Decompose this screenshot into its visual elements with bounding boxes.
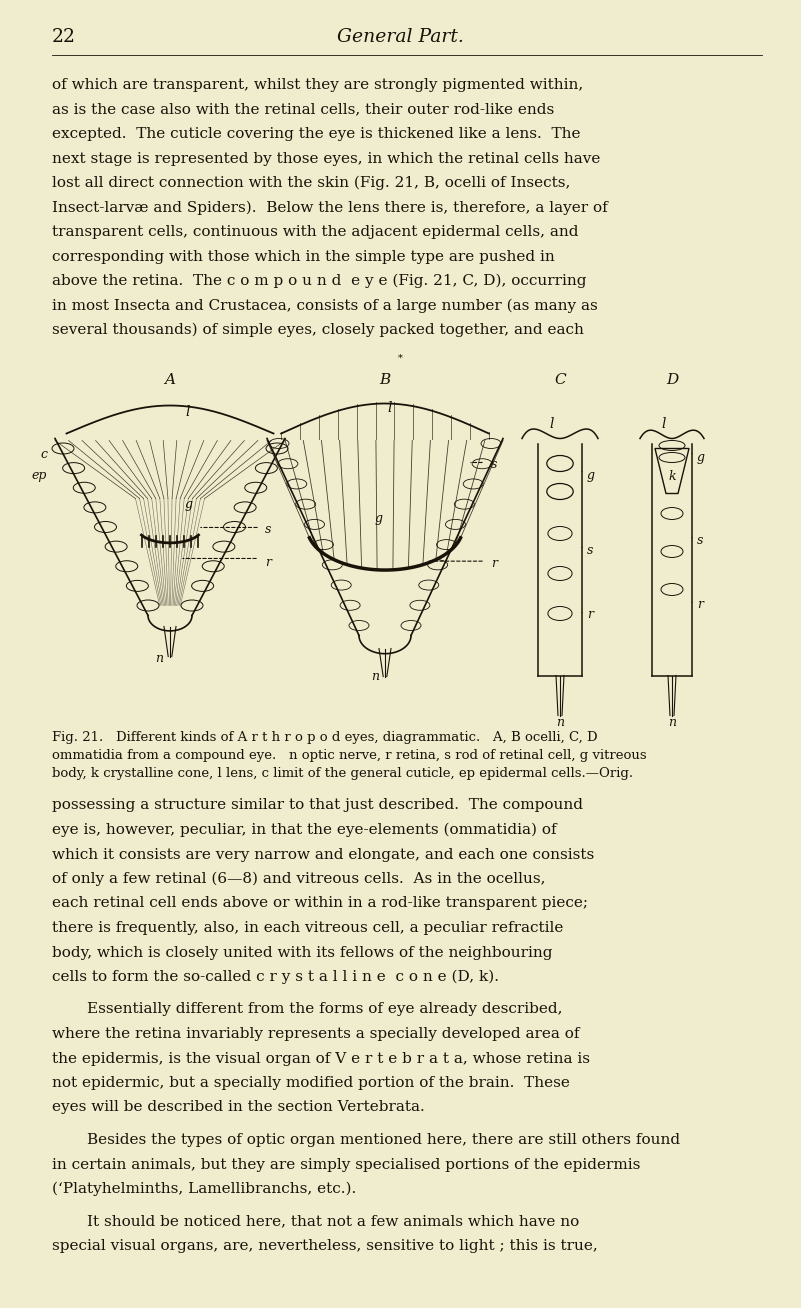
- Text: g: g: [185, 498, 193, 511]
- Text: ep: ep: [31, 468, 47, 481]
- Text: l: l: [186, 405, 191, 420]
- Text: (‘Platyhelminths, Lamellibranchs, etc.).: (‘Platyhelminths, Lamellibranchs, etc.).: [52, 1182, 356, 1197]
- Text: l: l: [388, 402, 392, 416]
- Text: B: B: [380, 374, 391, 387]
- Text: transparent cells, continuous with the adjacent epidermal cells, and: transparent cells, continuous with the a…: [52, 225, 578, 239]
- Text: g: g: [375, 513, 383, 525]
- Text: n: n: [155, 651, 163, 664]
- Text: c: c: [40, 449, 47, 462]
- Text: r: r: [265, 556, 271, 569]
- Text: A: A: [164, 374, 175, 387]
- Text: ommatidia from a compound eye.   n optic nerve, r retina, s rod of retinal cell,: ommatidia from a compound eye. n optic n…: [52, 748, 646, 761]
- Text: next stage is represented by those eyes, in which the retinal cells have: next stage is represented by those eyes,…: [52, 152, 601, 166]
- Text: as is the case also with the retinal cells, their outer rod-like ends: as is the case also with the retinal cel…: [52, 102, 554, 116]
- Text: Essentially different from the forms of eye already described,: Essentially different from the forms of …: [87, 1002, 562, 1016]
- Text: s: s: [491, 459, 497, 471]
- Text: in most Insecta and Crustacea, consists of a large number (as many as: in most Insecta and Crustacea, consists …: [52, 298, 598, 313]
- Text: body, which is closely united with its fellows of the neighbouring: body, which is closely united with its f…: [52, 946, 553, 960]
- Text: s: s: [697, 534, 703, 547]
- Text: k: k: [668, 471, 676, 484]
- Text: r: r: [697, 599, 703, 612]
- Text: n: n: [371, 671, 379, 684]
- Text: cells to form the so-called c r y s t a l l i n e  c o n e (D, k).: cells to form the so-called c r y s t a …: [52, 971, 499, 985]
- Text: lost all direct connection with the skin (Fig. 21, B, ocelli of Insects,: lost all direct connection with the skin…: [52, 177, 570, 191]
- Text: General Part.: General Part.: [337, 27, 464, 46]
- Text: 22: 22: [52, 27, 76, 46]
- Text: g: g: [587, 470, 595, 483]
- Text: Fig. 21.   Different kinds of A r t h r o p o d eyes, diagrammatic.   A, B ocell: Fig. 21. Different kinds of A r t h r o …: [52, 730, 598, 743]
- Text: Insect-larvæ and Spiders).  Below the lens there is, therefore, a layer of: Insect-larvæ and Spiders). Below the len…: [52, 200, 608, 215]
- Text: possessing a structure similar to that just described.  The compound: possessing a structure similar to that j…: [52, 798, 583, 812]
- Text: where the retina invariably represents a specially developed area of: where the retina invariably represents a…: [52, 1027, 579, 1041]
- Text: eye is, however, peculiar, in that the eye-elements (ommatidia) of: eye is, however, peculiar, in that the e…: [52, 823, 557, 837]
- Text: not epidermic, but a specially modified portion of the brain.  These: not epidermic, but a specially modified …: [52, 1076, 570, 1090]
- Text: *: *: [398, 353, 403, 362]
- Text: each retinal cell ends above or within in a rod-like transparent piece;: each retinal cell ends above or within i…: [52, 896, 588, 910]
- Text: excepted.  The cuticle covering the eye is thickened like a lens.  The: excepted. The cuticle covering the eye i…: [52, 127, 581, 141]
- Text: Besides the types of optic organ mentioned here, there are still others found: Besides the types of optic organ mention…: [87, 1133, 680, 1147]
- Text: s: s: [265, 523, 272, 536]
- Text: body, k crystalline cone, l lens, c limit of the general cuticle, ep epidermal c: body, k crystalline cone, l lens, c limi…: [52, 766, 633, 780]
- Text: in certain animals, but they are simply specialised portions of the epidermis: in certain animals, but they are simply …: [52, 1158, 640, 1172]
- Text: D: D: [666, 374, 678, 387]
- Text: corresponding with those which in the simple type are pushed in: corresponding with those which in the si…: [52, 250, 555, 263]
- Text: l: l: [662, 416, 666, 430]
- Text: g: g: [697, 451, 705, 464]
- Text: eyes will be described in the section Vertebrata.: eyes will be described in the section Ve…: [52, 1100, 425, 1114]
- Text: n: n: [668, 715, 676, 729]
- Text: n: n: [556, 715, 564, 729]
- Text: which it consists are very narrow and elongate, and each one consists: which it consists are very narrow and el…: [52, 848, 594, 862]
- Text: l: l: [549, 416, 554, 430]
- Text: of which are transparent, whilst they are strongly pigmented within,: of which are transparent, whilst they ar…: [52, 78, 583, 92]
- Text: r: r: [491, 557, 497, 570]
- Text: r: r: [587, 608, 593, 621]
- Text: there is frequently, also, in each vitreous cell, a peculiar refractile: there is frequently, also, in each vitre…: [52, 921, 563, 935]
- Text: It should be noticed here, that not a few animals which have no: It should be noticed here, that not a fe…: [87, 1215, 579, 1228]
- Text: special visual organs, are, nevertheless, sensitive to light ; this is true,: special visual organs, are, nevertheless…: [52, 1239, 598, 1253]
- Text: s: s: [587, 544, 594, 556]
- Text: of only a few retinal (6—8) and vitreous cells.  As in the ocellus,: of only a few retinal (6—8) and vitreous…: [52, 872, 545, 887]
- Text: above the retina.  The c o m p o u n d  e y e (Fig. 21, C, D), occurring: above the retina. The c o m p o u n d e …: [52, 273, 586, 288]
- Text: several thousands) of simple eyes, closely packed together, and each: several thousands) of simple eyes, close…: [52, 323, 584, 337]
- Text: C: C: [554, 374, 566, 387]
- Text: the epidermis, is the visual organ of V e r t e b r a t a, whose retina is: the epidermis, is the visual organ of V …: [52, 1052, 590, 1066]
